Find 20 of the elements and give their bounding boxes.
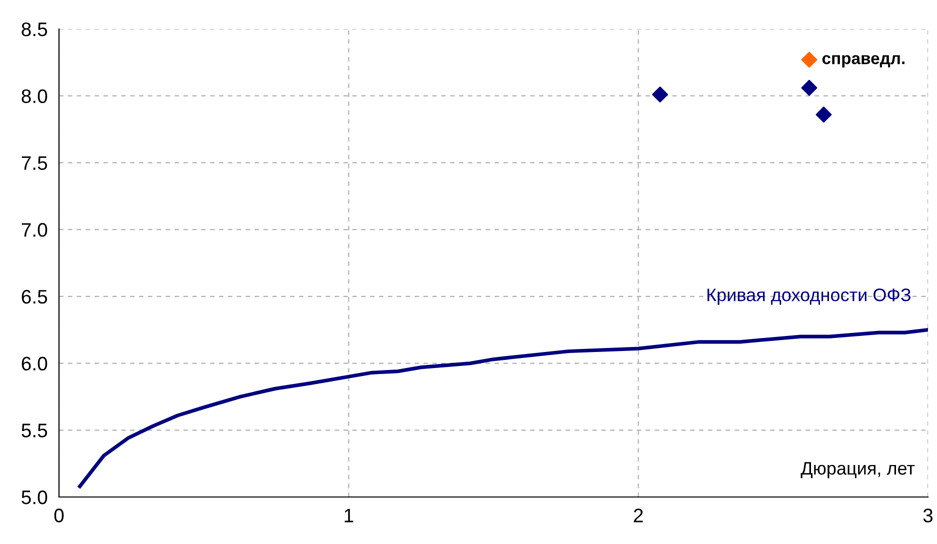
y-tick-label: 5.5 bbox=[22, 424, 48, 438]
y-tick-label: 7.0 bbox=[22, 223, 48, 237]
point bbox=[801, 52, 818, 68]
y-tick-label: 7.5 bbox=[22, 156, 48, 170]
point bbox=[652, 86, 668, 102]
x-axis-title: Дюрация, лет bbox=[800, 462, 915, 478]
series-label: Кривая доходности ОФЗ bbox=[707, 288, 910, 305]
x-tick-label: 3 bbox=[923, 508, 933, 522]
y-tick-label: 8.5 bbox=[22, 22, 48, 36]
point bbox=[816, 106, 832, 123]
x-tick-label: 2 bbox=[634, 508, 643, 522]
x-tick-label: 1 bbox=[344, 508, 354, 522]
line-series bbox=[78, 328, 928, 488]
point bbox=[801, 80, 818, 96]
y-tick-label: 6.5 bbox=[22, 290, 48, 304]
y-tick-label: 6.0 bbox=[22, 356, 48, 371]
series-label: справедл. bbox=[822, 55, 904, 68]
y-tick-label: 8.0 bbox=[22, 89, 48, 104]
y-tick-label: 5.0 bbox=[22, 490, 48, 504]
x-tick-label: 0 bbox=[54, 508, 64, 522]
